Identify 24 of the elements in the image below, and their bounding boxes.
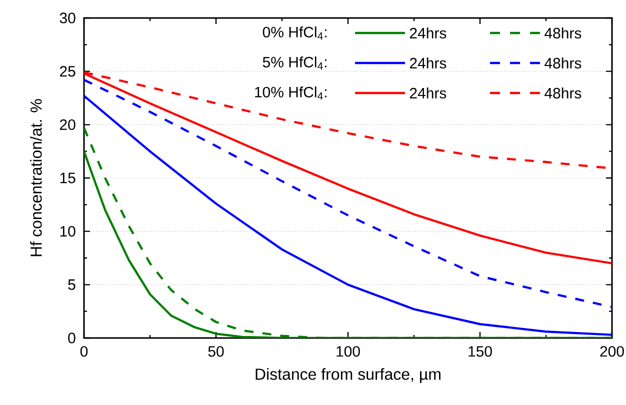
y-tick-label: 20 (60, 119, 76, 130)
y-axis-title: Hf concentration/at. % (30, 99, 42, 256)
annotation: 10% HfCl$_{4}$: (255, 86, 326, 100)
annotation: 0% HfCl$_{4}$: (262, 26, 326, 40)
y-tick-label: 5 (68, 279, 76, 290)
y-tick-label: 15 (60, 172, 76, 184)
x-tick-label: 200 (600, 346, 624, 357)
legend-label: 48hrs (544, 87, 582, 98)
annotation: 5% HfCl$_{4}$: (262, 56, 326, 70)
legend-label: 24hrs (410, 27, 446, 38)
x-axis-title: Distance from surface, µm (256, 368, 440, 384)
y-tick-label: 30 (60, 12, 76, 24)
y-tick-label: 10 (60, 226, 76, 237)
x-tick-label: 150 (468, 346, 492, 357)
legend-label: 48hrs (544, 57, 582, 68)
x-tick-label: 0 (80, 346, 88, 357)
y-tick-label: 0 (68, 332, 76, 344)
legend-label: 24hrs (410, 87, 446, 98)
legend-label: 24hrs (410, 57, 446, 68)
x-tick-label: 100 (336, 346, 360, 357)
y-tick-label: 25 (60, 66, 76, 77)
x-tick-label: 50 (208, 346, 224, 357)
legend-label: 48hrs (544, 27, 582, 38)
line-series (84, 78, 612, 308)
